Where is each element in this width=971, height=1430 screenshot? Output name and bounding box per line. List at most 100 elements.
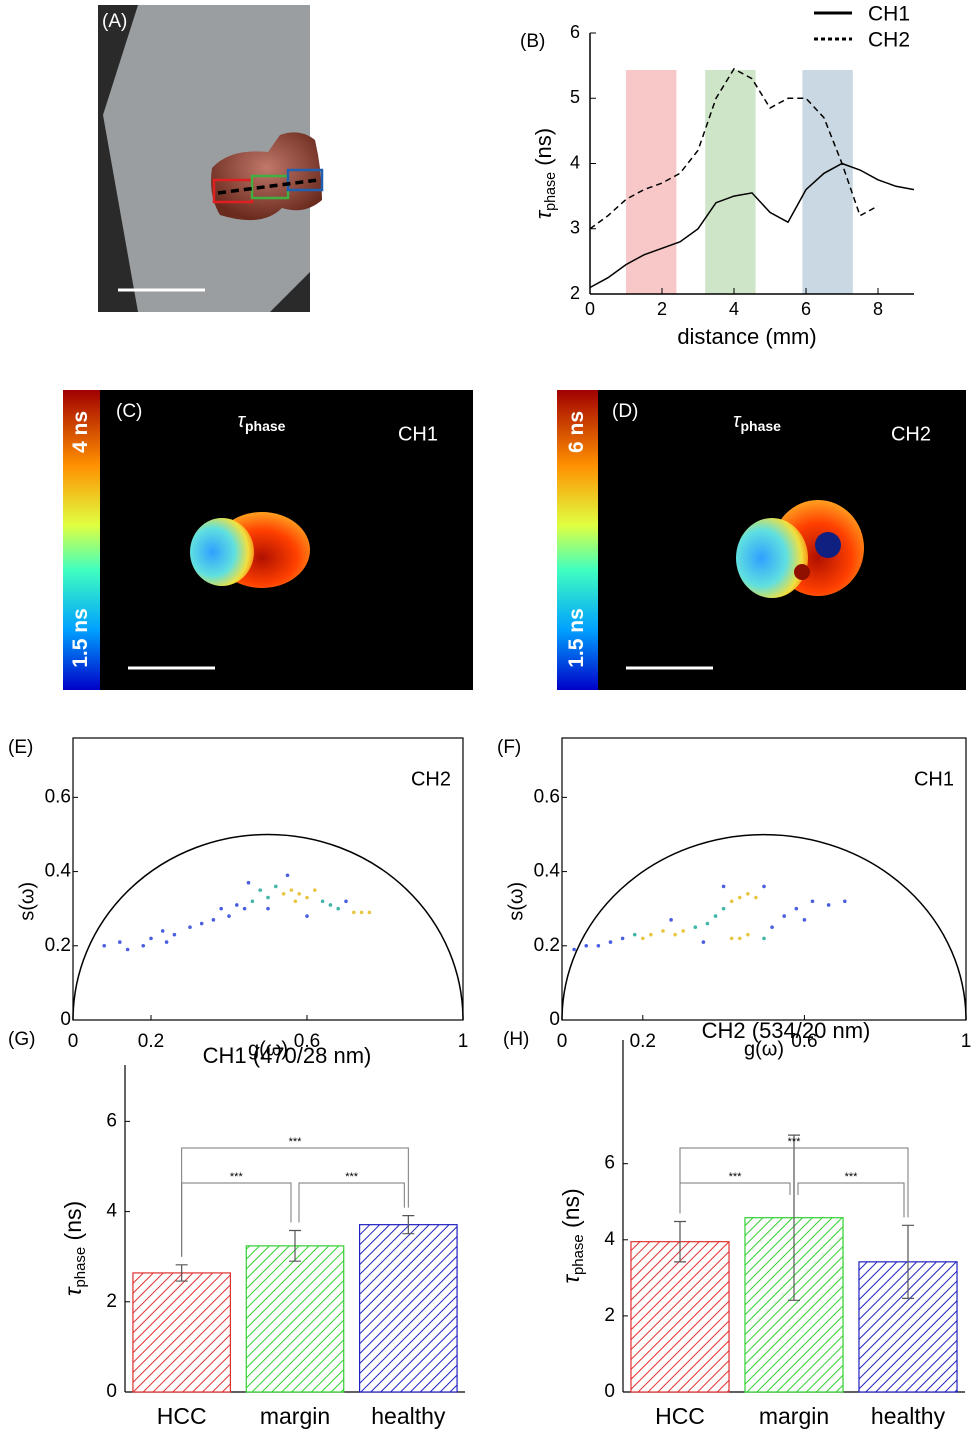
error-bar	[902, 1224, 914, 1299]
scatter-point	[266, 895, 270, 900]
legend-label: CH1	[868, 3, 910, 26]
scatter-point	[281, 892, 286, 896]
scatter-point	[305, 914, 309, 918]
y-tick-label: 4	[604, 1229, 615, 1250]
profile-line	[217, 178, 319, 195]
scatter-point	[274, 884, 278, 889]
y-tick-label: 0.2	[45, 935, 71, 956]
unit: (ns)	[60, 1201, 86, 1247]
channel-label: CH2	[891, 423, 931, 445]
scatter-point	[125, 947, 130, 952]
significance-label: ***	[729, 1171, 743, 1183]
tissue-spot	[794, 564, 810, 580]
scatter-point	[584, 943, 589, 948]
scatter-point	[620, 936, 625, 941]
scatter-point	[328, 903, 333, 907]
error-bar	[674, 1220, 686, 1263]
x-tick-label: 0.2	[138, 1031, 164, 1052]
significance-label: ***	[289, 1136, 303, 1148]
x-tick-label: HCC	[157, 1403, 207, 1429]
y-tick-label: 6	[604, 1153, 615, 1174]
data-line	[589, 67, 879, 230]
chart-title: CH1 (470/28 nm)	[203, 1043, 372, 1068]
scatter-point	[118, 940, 122, 944]
scatter-point	[199, 921, 204, 926]
y-tick-label: 0.4	[534, 861, 561, 882]
tau-symbol: τ	[558, 1274, 584, 1284]
error-bar	[788, 1134, 800, 1301]
scatter-point	[754, 895, 758, 900]
bar	[245, 1245, 345, 1393]
significance-label: ***	[230, 1171, 244, 1183]
significance-bracket	[181, 1182, 292, 1257]
x-tick-label: healthy	[871, 1403, 946, 1429]
panel-label: (A)	[102, 11, 127, 32]
scatter-point	[141, 943, 145, 948]
significance-bracket	[298, 1182, 405, 1223]
scatter-point	[632, 932, 637, 937]
scatter-point	[172, 932, 177, 937]
error-bar	[175, 1264, 188, 1282]
channel-label: CH1	[398, 423, 438, 445]
tissue-lobe	[736, 518, 808, 598]
y-tick-label: 0.6	[534, 786, 560, 807]
x-tick-label: 2	[657, 299, 667, 319]
tau-subscript: phase	[570, 1234, 587, 1275]
tau-subscript: phase	[245, 418, 286, 434]
scatter-point	[802, 918, 807, 922]
y-tick-label: 0	[60, 1009, 71, 1030]
tau-subscript: phase	[741, 418, 782, 434]
highlight-region	[626, 70, 677, 294]
error-bar	[289, 1229, 301, 1262]
image-title: τphase	[733, 410, 781, 433]
scatter-point	[746, 892, 750, 896]
x-tick-label: 6	[801, 299, 811, 319]
scatter-point	[713, 914, 718, 918]
colorbar-min: 1.5 ns	[69, 608, 92, 668]
tau-symbol: τ	[733, 410, 742, 432]
scatter-point	[149, 936, 153, 941]
scatter-point	[737, 936, 742, 941]
colorbar-max: 6 ns	[565, 411, 588, 453]
colorbar	[63, 390, 100, 690]
scatter-point	[305, 895, 309, 900]
significance-label: ***	[345, 1171, 359, 1183]
significance-bracket	[679, 1182, 791, 1214]
x-tick-label: margin	[260, 1403, 330, 1429]
significance-bracket	[797, 1182, 905, 1218]
axis-label: τphase (ns)	[531, 128, 559, 219]
scatter-point	[746, 932, 750, 937]
channel-label: CH1	[914, 768, 954, 790]
scatter-point	[320, 899, 325, 904]
scatter-point	[729, 899, 734, 904]
scatter-point	[721, 906, 726, 911]
universal-semicircle	[561, 833, 967, 1021]
y-tick-label: 2	[106, 1291, 117, 1312]
panel-label: (E)	[8, 737, 33, 758]
scatter-point	[596, 943, 601, 948]
x-tick-label: 1	[458, 1031, 469, 1052]
scatter-point	[729, 936, 734, 941]
x-axis-label: g(ω)	[248, 1038, 288, 1060]
scatter-point	[661, 929, 665, 933]
highlight-region	[705, 70, 756, 294]
scatter-point	[641, 936, 645, 941]
y-tick-label: 0	[549, 1009, 560, 1030]
scatter-point	[235, 903, 239, 907]
panel-label: (H)	[503, 1029, 529, 1050]
scatter-point	[102, 943, 106, 948]
scatter-point	[826, 903, 831, 907]
significance-label: ***	[845, 1171, 859, 1183]
y-tick-label: 0.4	[45, 861, 72, 882]
tau-symbol: τ	[531, 209, 556, 219]
tissue-lobe	[190, 518, 254, 586]
scatter-point	[211, 918, 216, 922]
scatter-point	[285, 873, 290, 878]
roi-box	[286, 168, 324, 192]
y-tick-label: 2	[570, 283, 580, 303]
y-tick-label: 5	[570, 87, 580, 107]
x-tick-label: 0	[557, 1031, 568, 1052]
tau-subscript: phase	[543, 172, 559, 211]
scatter-point	[669, 918, 673, 922]
